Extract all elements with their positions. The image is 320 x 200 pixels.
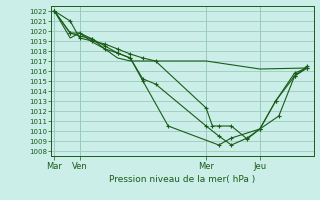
X-axis label: Pression niveau de la mer( hPa ): Pression niveau de la mer( hPa ) [109, 175, 256, 184]
